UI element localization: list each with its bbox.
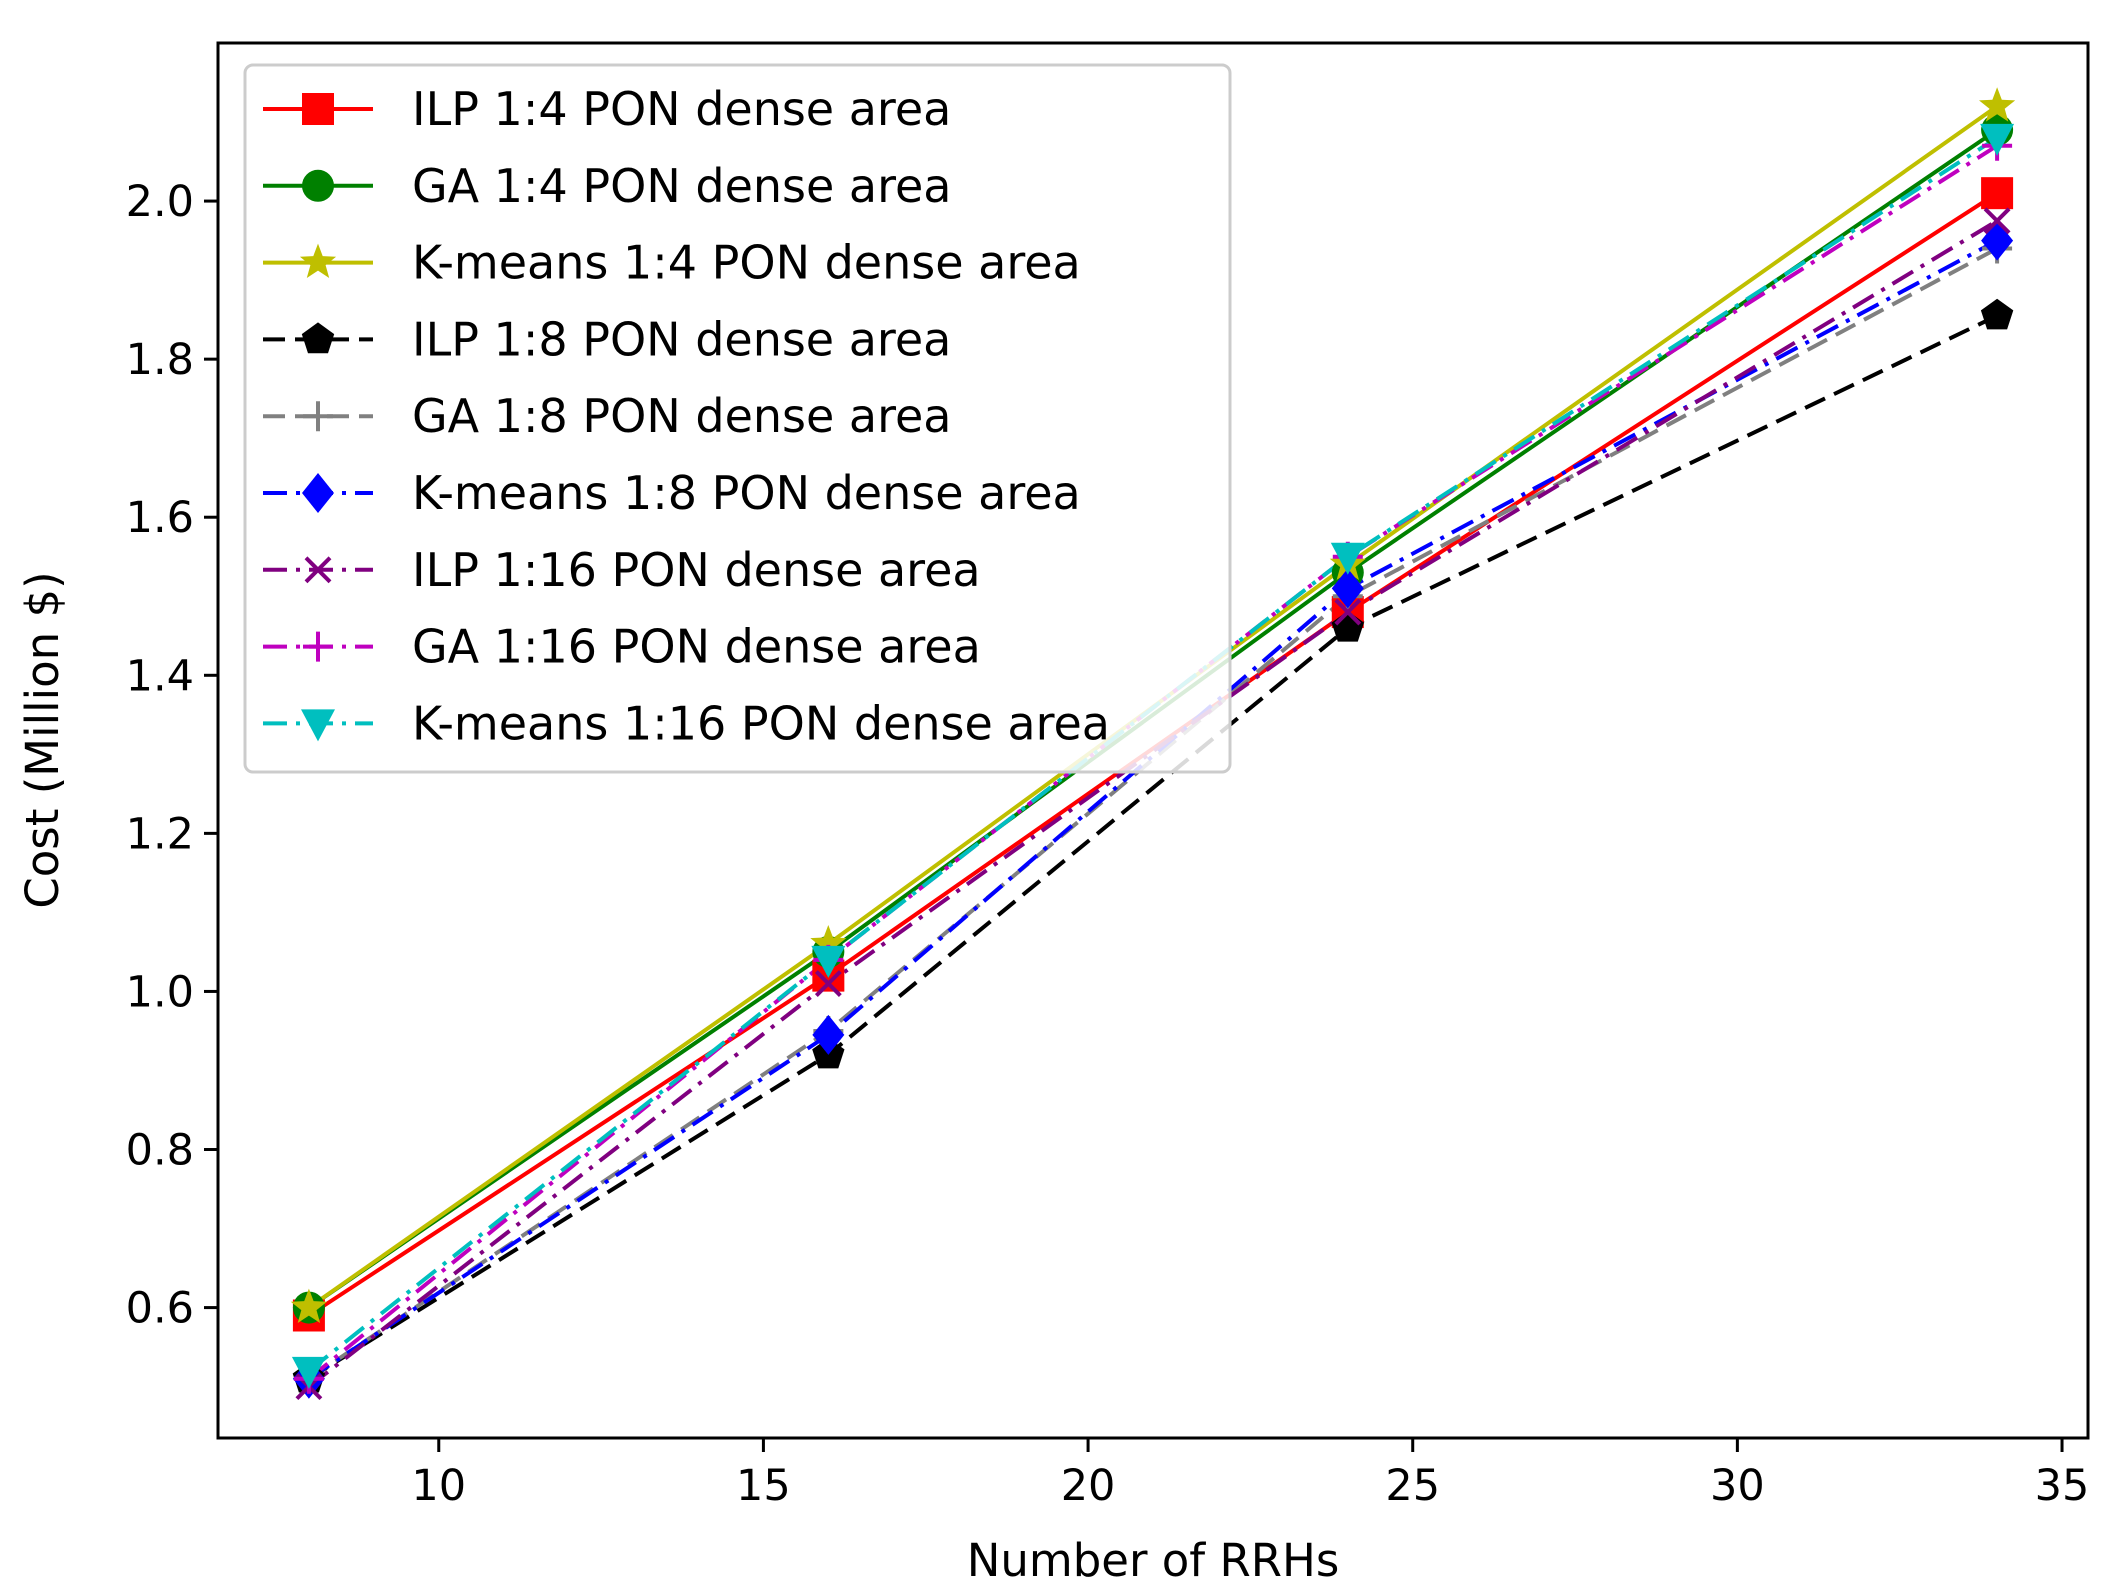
legend-marker-5 (303, 401, 333, 432)
x-tick-label: 20 (1061, 1461, 1116, 1511)
data-point-s3-4 (1979, 87, 2016, 122)
x-tick-label: 25 (1385, 1461, 1440, 1511)
legend-label-2: GA 1:4 PON dense area (412, 159, 952, 213)
data-point-s7-2 (814, 970, 842, 997)
legend-marker-3 (299, 243, 337, 278)
legend-label-9: K-means 1:16 PON dense area (412, 696, 1110, 750)
series-markers (290, 87, 2016, 1401)
y-tick-label: 1.6 (126, 493, 194, 543)
x-tick-label: 35 (2035, 1461, 2090, 1511)
y-tick-label: 1.8 (126, 335, 194, 385)
legend: ILP 1:4 PON dense area GA 1:4 PON dense a… (243, 63, 1232, 774)
legend-marker-6 (302, 473, 334, 513)
plot-frame (216, 41, 2090, 1440)
legend-marker-8 (303, 631, 333, 662)
series-line-8 (307, 144, 1999, 1381)
data-point-s1-4 (1981, 177, 2014, 210)
legend-label-6: K-means 1:8 PON dense area (412, 466, 1081, 520)
series-line-1 (307, 191, 1999, 1318)
data-point-s9-4 (1980, 123, 2015, 156)
legend-label-5: GA 1:8 PON dense area (412, 389, 952, 443)
legend-marker-4 (301, 322, 335, 354)
legend-label-8: GA 1:16 PON dense area (412, 620, 981, 674)
y-tick-label: 1.2 (126, 809, 194, 859)
legend-marker-2 (302, 169, 334, 202)
y-tick-label: 1.4 (126, 651, 194, 701)
data-point-s7-3 (1334, 598, 1362, 626)
y-tick-label: 1.0 (126, 967, 194, 1017)
data-point-s9-1 (291, 1356, 326, 1389)
x-tick-label: 30 (1710, 1461, 1765, 1511)
y-axis-label: Cost (Million $) (16, 571, 69, 908)
data-point-s9-2 (811, 945, 846, 978)
data-point-s4-4 (1980, 298, 2014, 330)
data-point-s7-4 (1983, 207, 2011, 235)
legend-label-1: ILP 1:4 PON dense area (412, 82, 951, 136)
data-point-s3-2 (810, 925, 847, 960)
legend-marker-1 (302, 93, 334, 125)
y-axis: 0.6 0.8 1.0 1.2 1.4 1.6 1.8 2.0 (126, 177, 218, 1334)
y-tick-label: 0.6 (126, 1284, 194, 1334)
legend-box (243, 63, 1232, 774)
legend-marker-9 (301, 709, 335, 742)
x-tick-label: 10 (411, 1461, 466, 1511)
legend-label-4: ILP 1:8 PON dense area (412, 312, 951, 366)
data-point-s6-3 (1331, 568, 1364, 609)
legend-label-3: K-means 1:4 PON dense area (412, 236, 1081, 290)
data-point-s9-3 (1330, 542, 1365, 575)
series-line-4 (307, 313, 1998, 1381)
y-tick-label: 0.8 (126, 1126, 194, 1176)
legend-marker-7 (304, 556, 332, 584)
x-axis: 10 15 20 25 30 35 (411, 1438, 2089, 1511)
x-tick-label: 15 (736, 1461, 791, 1511)
series-line-7 (307, 219, 1999, 1389)
series-line-9 (307, 136, 1999, 1373)
series-line-5 (307, 246, 1999, 1381)
legend-label-7: ILP 1:16 PON dense area (412, 543, 981, 597)
y-tick-label: 2.0 (126, 177, 194, 227)
data-point-s6-2 (812, 1014, 845, 1055)
x-axis-label: Number of RRHs (967, 1534, 1340, 1586)
data-point-s3-1 (290, 1288, 327, 1323)
